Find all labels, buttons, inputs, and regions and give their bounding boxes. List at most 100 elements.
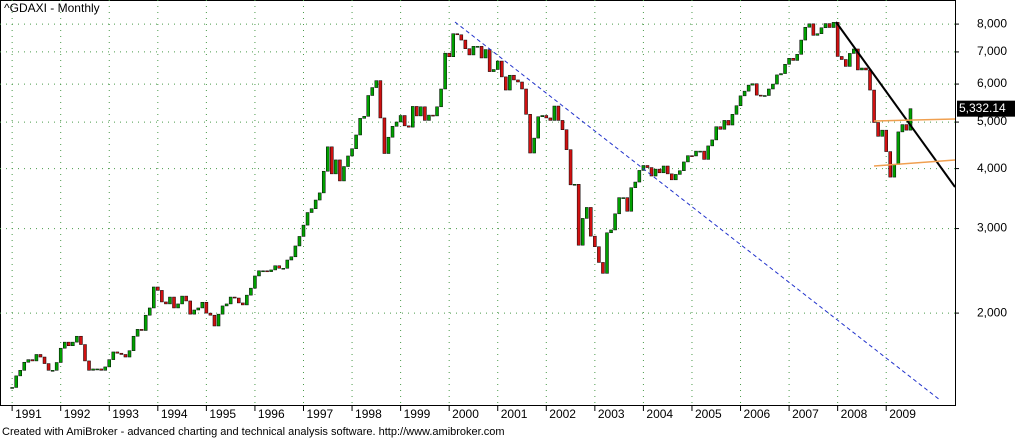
candle — [593, 235, 597, 247]
candle — [382, 117, 387, 154]
candle — [439, 88, 443, 108]
candle — [431, 114, 435, 117]
x-tick-label: 2007 — [792, 407, 819, 421]
candle — [613, 213, 617, 231]
candle — [694, 150, 698, 157]
candle — [726, 120, 731, 126]
footer: Created with AmiBroker - advanced charti… — [2, 426, 505, 438]
candle — [87, 360, 91, 371]
candle — [674, 174, 678, 181]
candle — [277, 265, 281, 269]
candle — [79, 335, 83, 345]
candle — [212, 314, 217, 327]
candle — [419, 106, 423, 117]
candle — [228, 296, 233, 305]
candle — [900, 124, 905, 133]
candle — [589, 207, 593, 237]
candle — [160, 290, 164, 303]
candle — [443, 52, 447, 90]
candle — [609, 229, 613, 234]
candle — [852, 48, 856, 54]
candle — [605, 232, 609, 274]
candle — [366, 95, 370, 117]
candle — [427, 114, 431, 121]
candle — [14, 375, 18, 388]
y-tick-label: 3,000 — [977, 221, 1007, 235]
candle — [868, 69, 872, 91]
candle — [682, 161, 686, 171]
candle — [346, 155, 350, 167]
candle — [532, 137, 536, 154]
candle — [661, 165, 666, 174]
candle — [330, 146, 334, 175]
candle — [358, 118, 362, 136]
candle — [585, 207, 589, 219]
candle — [374, 80, 379, 88]
candle — [135, 329, 140, 337]
candle — [621, 197, 625, 199]
candle — [34, 354, 39, 362]
candle — [50, 370, 55, 372]
candle — [516, 79, 520, 83]
candle — [22, 361, 27, 371]
y-tick-label: 8,000 — [977, 16, 1007, 30]
candle — [625, 197, 629, 212]
candle — [415, 106, 419, 117]
candle — [710, 139, 714, 147]
candle — [103, 366, 107, 371]
candle — [342, 166, 346, 182]
candle — [406, 125, 411, 128]
x-tick-label: 2009 — [889, 407, 916, 421]
candle — [629, 187, 634, 212]
candle — [71, 341, 75, 347]
candle — [500, 60, 504, 78]
candle — [196, 307, 201, 311]
candle — [398, 115, 403, 123]
chart-title: ^GDAXI - Monthly — [4, 1, 100, 15]
candle — [483, 49, 488, 59]
candle — [811, 23, 816, 36]
candle — [147, 307, 152, 316]
candle — [803, 26, 808, 41]
candle — [38, 354, 43, 358]
candle — [176, 303, 180, 309]
candle — [265, 270, 269, 273]
candle — [783, 64, 787, 74]
candle — [301, 224, 306, 237]
candle — [354, 134, 358, 149]
candle — [208, 312, 213, 316]
candle — [544, 115, 549, 119]
candle — [876, 122, 880, 137]
candle — [799, 39, 803, 55]
candle — [649, 167, 654, 177]
candle — [463, 39, 468, 49]
candle — [451, 33, 455, 57]
candle — [742, 90, 747, 97]
candle — [297, 236, 302, 247]
candle — [669, 173, 674, 181]
candle — [730, 114, 735, 126]
candle — [317, 192, 322, 201]
support-line — [873, 118, 956, 122]
candle — [119, 352, 124, 355]
candle — [576, 184, 581, 246]
candle — [645, 165, 650, 168]
candle — [46, 363, 51, 371]
candle — [99, 368, 103, 371]
candle — [504, 76, 508, 91]
candle — [378, 80, 383, 119]
candle — [269, 269, 273, 272]
candle — [787, 58, 791, 65]
candle — [143, 314, 148, 331]
x-tick-label: 1995 — [209, 407, 236, 421]
candle — [617, 197, 621, 215]
candle — [491, 69, 496, 72]
candle — [686, 155, 690, 163]
candle — [884, 129, 888, 152]
y-tick-label: 6,000 — [977, 76, 1007, 90]
y-tick-label: 2,000 — [977, 305, 1007, 319]
candle — [754, 83, 759, 96]
candle — [665, 165, 670, 175]
support-line — [873, 159, 956, 167]
candle — [95, 368, 99, 371]
